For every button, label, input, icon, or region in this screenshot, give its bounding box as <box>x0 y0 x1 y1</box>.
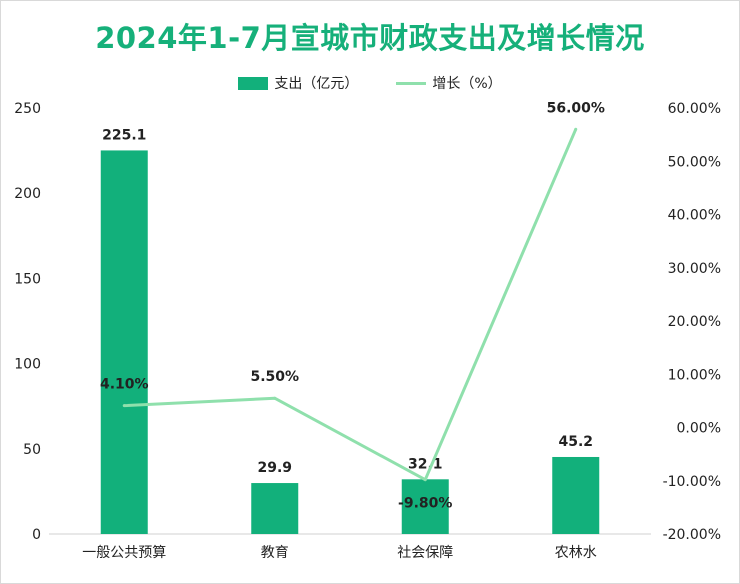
bar <box>401 479 449 534</box>
bar <box>251 483 299 534</box>
bar <box>100 150 148 534</box>
y-right-tick-label: -10.00% <box>663 474 721 490</box>
y-right-tick-label: 0.00% <box>677 421 721 437</box>
bar-data-label: 29.9 <box>257 460 292 476</box>
y-left-tick-label: 150 <box>14 271 41 287</box>
legend-line-swatch <box>396 81 427 85</box>
y-left-tick-label: 50 <box>23 442 41 458</box>
x-category-label: 社会保障 <box>397 545 453 561</box>
growth-line <box>124 128 578 482</box>
y-right-tick-label: 30.00% <box>668 261 721 277</box>
y-left-tick-label: 250 <box>14 101 41 117</box>
y-left-tick-label: 0 <box>32 527 41 543</box>
growth-point <box>574 127 578 131</box>
y-right-tick-label: -20.00% <box>663 527 721 543</box>
growth-data-label: 4.10% <box>100 377 149 393</box>
legend-bar-label: 支出（亿元） <box>274 76 359 92</box>
chart-title: 2024年1-7月宣城市财政支出及增长情况 <box>95 21 645 55</box>
growth-data-label: -9.80% <box>398 496 452 512</box>
y-left-tick-label: 200 <box>14 186 41 202</box>
x-category-label: 一般公共预算 <box>82 545 166 561</box>
y-right-tick-label: 60.00% <box>668 101 721 117</box>
bar <box>552 456 600 534</box>
growth-data-label: 56.00% <box>547 100 605 116</box>
y-right-tick-label: 10.00% <box>668 367 721 383</box>
x-category-label: 教育 <box>261 545 289 561</box>
bar-data-label: 225.1 <box>102 127 146 143</box>
y-left-tick-label: 100 <box>14 357 41 373</box>
growth-point <box>423 478 427 482</box>
y-right-tick-label: 50.00% <box>668 154 721 170</box>
legend-item-bar: 支出（亿元） <box>238 73 358 93</box>
x-category-label: 农林水 <box>555 545 597 561</box>
y-right-tick-label: 20.00% <box>668 314 721 330</box>
legend: 支出（亿元） 增长（%） <box>1 73 739 93</box>
growth-point <box>122 404 126 408</box>
legend-item-line: 增长（%） <box>396 73 502 93</box>
bar-data-label: 45.2 <box>558 434 593 450</box>
y-right-tick-label: 40.00% <box>668 208 721 224</box>
legend-line-label: 增长（%） <box>432 76 502 92</box>
growth-data-label: 5.50% <box>250 369 299 385</box>
legend-bar-swatch <box>238 76 269 90</box>
bar-data-label: 32.1 <box>408 456 443 472</box>
growth-point <box>273 396 277 400</box>
